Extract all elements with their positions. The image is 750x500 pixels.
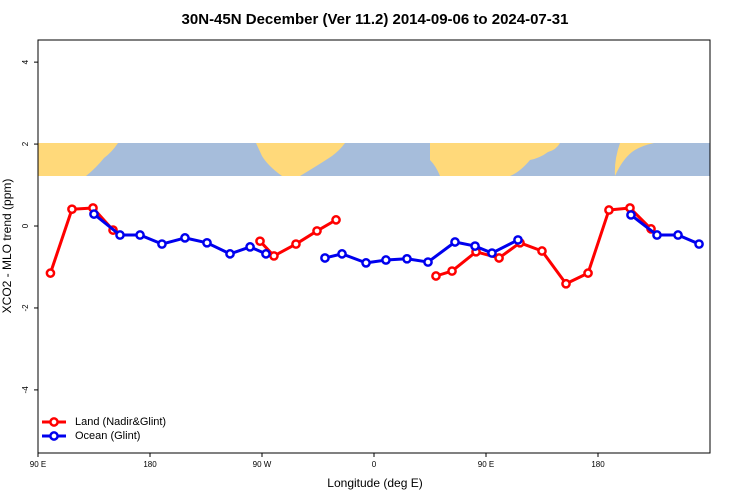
data-point bbox=[361, 258, 371, 268]
data-point bbox=[261, 249, 271, 259]
data-point bbox=[45, 268, 56, 278]
data-point bbox=[269, 251, 279, 261]
data-point bbox=[67, 204, 77, 215]
x-tick-label: 90 W bbox=[253, 460, 272, 469]
data-point bbox=[470, 241, 480, 251]
data-point bbox=[402, 253, 412, 264]
x-tick-label: 0 bbox=[372, 460, 377, 469]
data-point bbox=[331, 215, 341, 225]
data-point bbox=[652, 230, 662, 240]
data-point bbox=[537, 246, 547, 256]
data-point bbox=[320, 253, 330, 263]
plot-frame bbox=[37, 39, 711, 454]
data-point bbox=[694, 239, 704, 249]
data-point bbox=[245, 242, 255, 252]
data-point bbox=[115, 230, 125, 240]
chart-title: 30N-45N December (Ver 11.2) 2014-09-06 t… bbox=[182, 11, 569, 28]
data-point bbox=[381, 255, 391, 265]
data-point bbox=[423, 257, 433, 267]
data-point bbox=[157, 239, 167, 249]
x-tick-label: 180 bbox=[143, 460, 157, 469]
data-point bbox=[487, 248, 497, 258]
data-point bbox=[202, 237, 212, 248]
data-point bbox=[225, 249, 235, 259]
y-tick-label: 2 bbox=[21, 141, 30, 146]
legend-marker bbox=[49, 431, 59, 441]
data-point bbox=[89, 209, 99, 219]
data-point bbox=[447, 266, 457, 276]
x-axis-label: Longitude (deg E) bbox=[327, 476, 422, 490]
y-tick-label: -4 bbox=[21, 386, 30, 394]
data-point bbox=[431, 271, 441, 281]
data-point bbox=[135, 230, 145, 240]
x-tick-label: 90 E bbox=[478, 460, 494, 469]
x-tick-label: 180 bbox=[591, 460, 605, 469]
x-tick-label: 90 E bbox=[30, 460, 46, 469]
map-band bbox=[38, 143, 710, 176]
data-point bbox=[604, 205, 614, 215]
data-point bbox=[312, 226, 322, 236]
data-point bbox=[626, 210, 636, 220]
legend-label: Ocean (Glint) bbox=[75, 430, 140, 442]
data-point bbox=[561, 278, 571, 289]
y-tick-label: -2 bbox=[21, 304, 30, 312]
data-point bbox=[673, 230, 683, 240]
data-point bbox=[513, 235, 523, 245]
legend-marker bbox=[49, 417, 59, 427]
y-tick-label: 0 bbox=[21, 223, 30, 228]
data-point bbox=[494, 253, 504, 263]
data-point bbox=[291, 239, 301, 249]
legend-label: Land (Nadir&Glint) bbox=[75, 416, 166, 428]
y-tick-label: 4 bbox=[21, 59, 30, 64]
data-point bbox=[180, 233, 190, 243]
data-point bbox=[583, 268, 593, 278]
data-point bbox=[450, 237, 460, 247]
series-line bbox=[49, 206, 653, 286]
y-axis-label: XCO2 - MLO trend (ppm) bbox=[0, 179, 14, 314]
data-point bbox=[337, 249, 347, 259]
data-point bbox=[255, 236, 265, 247]
